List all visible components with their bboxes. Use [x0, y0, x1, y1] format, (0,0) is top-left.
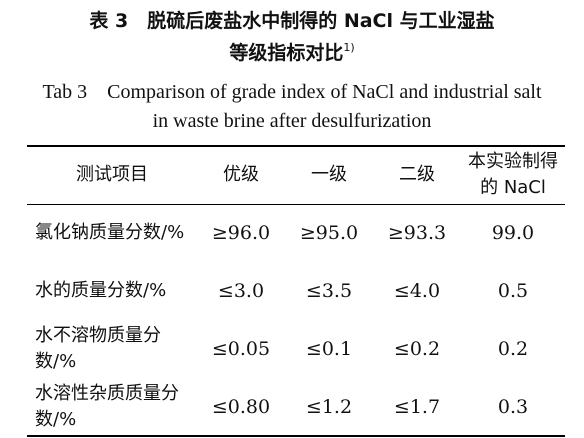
table-cell: 99.0 — [491, 222, 535, 245]
table-row: 水的质量分数/% ≤3.0 ≤3.5 ≤4.0 0.5 — [27, 262, 565, 320]
table-cell: ≤0.1 — [305, 338, 353, 360]
table-cell: ≤0.2 — [393, 338, 441, 360]
header-superior-grade: 优级 — [197, 146, 285, 205]
table-caption-cn-line1: 表 3 脱硫后废盐水中制得的 NaCl 与工业湿盐 — [89, 10, 495, 32]
table-cell: ≤3.5 — [305, 280, 353, 302]
grade-comparison-table: 测试项目 优级 一级 二级 本实验制得的 NaCl 氯化钠质量分数/% ≥96.… — [27, 145, 565, 437]
table-row: 氯化钠质量分数/% ≥96.0 ≥95.0 ≥93.3 99.0 — [27, 204, 565, 262]
table-cell: ≤3.0 — [217, 280, 265, 302]
table-caption-cn-line2: 等级指标对比1) — [0, 38, 584, 65]
table-cell: ≤0.80 — [211, 395, 271, 418]
table-row: 水不溶物质量分数/% ≤0.05 ≤0.1 ≤0.2 0.2 — [27, 320, 565, 378]
caption-cn-text: 等级指标对比 — [229, 42, 344, 64]
header-first-grade: 一级 — [285, 146, 373, 205]
row-label: 水溶性杂质质量分数/% — [35, 382, 179, 430]
table-cell: 0.2 — [497, 338, 529, 360]
table-cell: 0.5 — [497, 280, 529, 302]
table-cell: ≥93.3 — [387, 222, 447, 245]
table-cell: ≥96.0 — [211, 222, 271, 245]
table-cell: ≤1.7 — [393, 395, 441, 418]
table-cell: ≥95.0 — [299, 222, 359, 245]
footnote-marker: 1) — [343, 41, 355, 54]
table-cell: ≤0.05 — [211, 338, 271, 360]
table-caption-en-line1: Tab 3 Comparison of grade index of NaCl … — [42, 81, 542, 103]
table-header-row: 测试项目 优级 一级 二级 本实验制得的 NaCl — [27, 146, 565, 205]
table-row: 水溶性杂质质量分数/% ≤0.80 ≤1.2 ≤1.7 0.3 — [27, 378, 565, 436]
row-label: 水的质量分数/% — [35, 280, 167, 301]
row-label: 水不溶物质量分数/% — [35, 325, 161, 372]
header-test-item: 测试项目 — [27, 146, 197, 205]
table-cell: 0.3 — [497, 395, 529, 418]
table-cell: ≤4.0 — [393, 280, 441, 302]
row-label: 氯化钠质量分数/% — [35, 222, 185, 244]
header-second-grade: 二级 — [373, 146, 461, 205]
table-cell: ≤1.2 — [305, 395, 353, 418]
header-experimental-nacl: 本实验制得的 NaCl — [461, 146, 565, 205]
table-caption-en-line2: in waste brine after desulfurization — [152, 110, 432, 132]
